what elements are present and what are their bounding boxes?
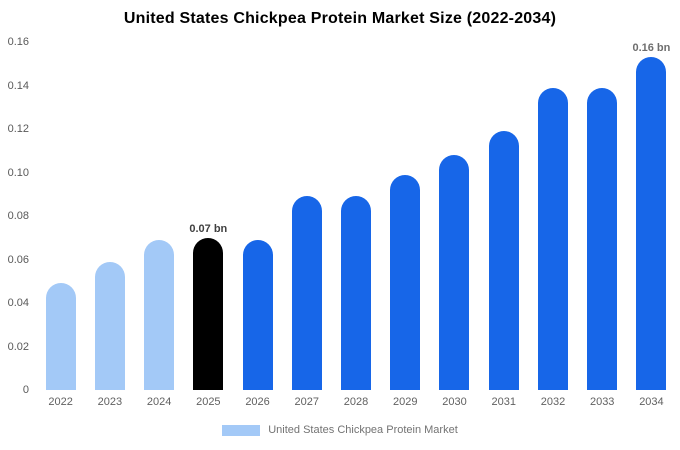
bar-2027[interactable]	[291, 196, 322, 390]
x-axis-label: 2023	[97, 396, 123, 408]
x-axis-label: 2034	[639, 396, 664, 408]
y-axis-tick: 0.02	[7, 340, 29, 353]
y-axis-tick: 0.10	[7, 166, 29, 179]
x-axis-label: 2022	[48, 396, 73, 408]
x-axis-label: 2026	[245, 396, 270, 408]
y-axis-tick: 0.06	[7, 253, 29, 266]
bar-slot	[134, 42, 183, 390]
y-axis-tick: 0	[22, 384, 29, 396]
y-axis-tick: 0.04	[7, 297, 29, 309]
bar-value-label: 0.07 bn	[189, 222, 228, 235]
plot-wrapper: 0 0.02 0.04 0.06 0.08 0.10 0.12 0.14 0.16 0.07 b…	[0, 36, 680, 396]
y-axis-tick: 0.08	[7, 210, 29, 222]
y-axis-tick: 0.12	[7, 123, 29, 135]
bar-slot	[578, 42, 627, 390]
bar-2023[interactable]	[94, 261, 125, 390]
bar-slot	[36, 42, 85, 390]
bar-slot	[282, 42, 331, 390]
bar-slot	[233, 42, 282, 390]
x-axis-label: 2028	[343, 396, 369, 408]
bar-2033[interactable]	[587, 87, 618, 390]
x-axis-label: 2029	[393, 396, 418, 408]
y-axis-tick: 0.16	[7, 36, 29, 48]
bar-slot	[528, 42, 577, 390]
bar-slot	[85, 42, 134, 390]
legend-label: United States Chickpea Protein Market	[268, 424, 458, 436]
bar-2025[interactable]	[193, 237, 224, 390]
bar-2024[interactable]	[144, 239, 175, 390]
bar-2032[interactable]	[537, 87, 568, 390]
chart-title: United States Chickpea Protein Market Si…	[123, 10, 557, 27]
x-axis-label: 2027	[294, 396, 320, 408]
y-axis-tick: 0.14	[7, 79, 29, 92]
bar-slot	[381, 42, 430, 390]
x-axis-label: 2025	[196, 396, 221, 408]
legend-swatch	[222, 424, 261, 436]
bar-slot: 0.16 bn	[627, 42, 676, 390]
bar-slot	[430, 42, 479, 390]
bar-2026[interactable]	[242, 239, 273, 390]
x-axis: 2022 2023 2024 2025 2026 2027 2028 2029 2030 2031…	[36, 396, 676, 408]
bar-2034[interactable]	[636, 57, 667, 390]
bar-slot: 0.07 bn	[184, 42, 233, 390]
x-axis-label: 2024	[146, 396, 172, 408]
x-axis-label: 2032	[540, 396, 566, 408]
x-axis-label: 2031	[491, 396, 516, 408]
bar-2028[interactable]	[341, 196, 372, 390]
x-axis-label: 2030	[442, 396, 467, 408]
y-axis: 0 0.02 0.04 0.06 0.08 0.10 0.12 0.14 0.16	[0, 36, 32, 396]
x-axis-label: 2033	[589, 396, 615, 408]
bar-slot	[479, 42, 528, 390]
bar-2031[interactable]	[488, 131, 519, 390]
bar-value-label: 0.16 bn	[632, 42, 671, 54]
bar-2029[interactable]	[390, 174, 421, 390]
bar-2022[interactable]	[45, 283, 76, 390]
legend: United States Chickpea Protein Market	[0, 424, 680, 436]
bar-slot	[331, 42, 380, 390]
plot-area: 0.07 bn 0.16 bn	[36, 42, 676, 390]
bar-2030[interactable]	[439, 155, 470, 390]
